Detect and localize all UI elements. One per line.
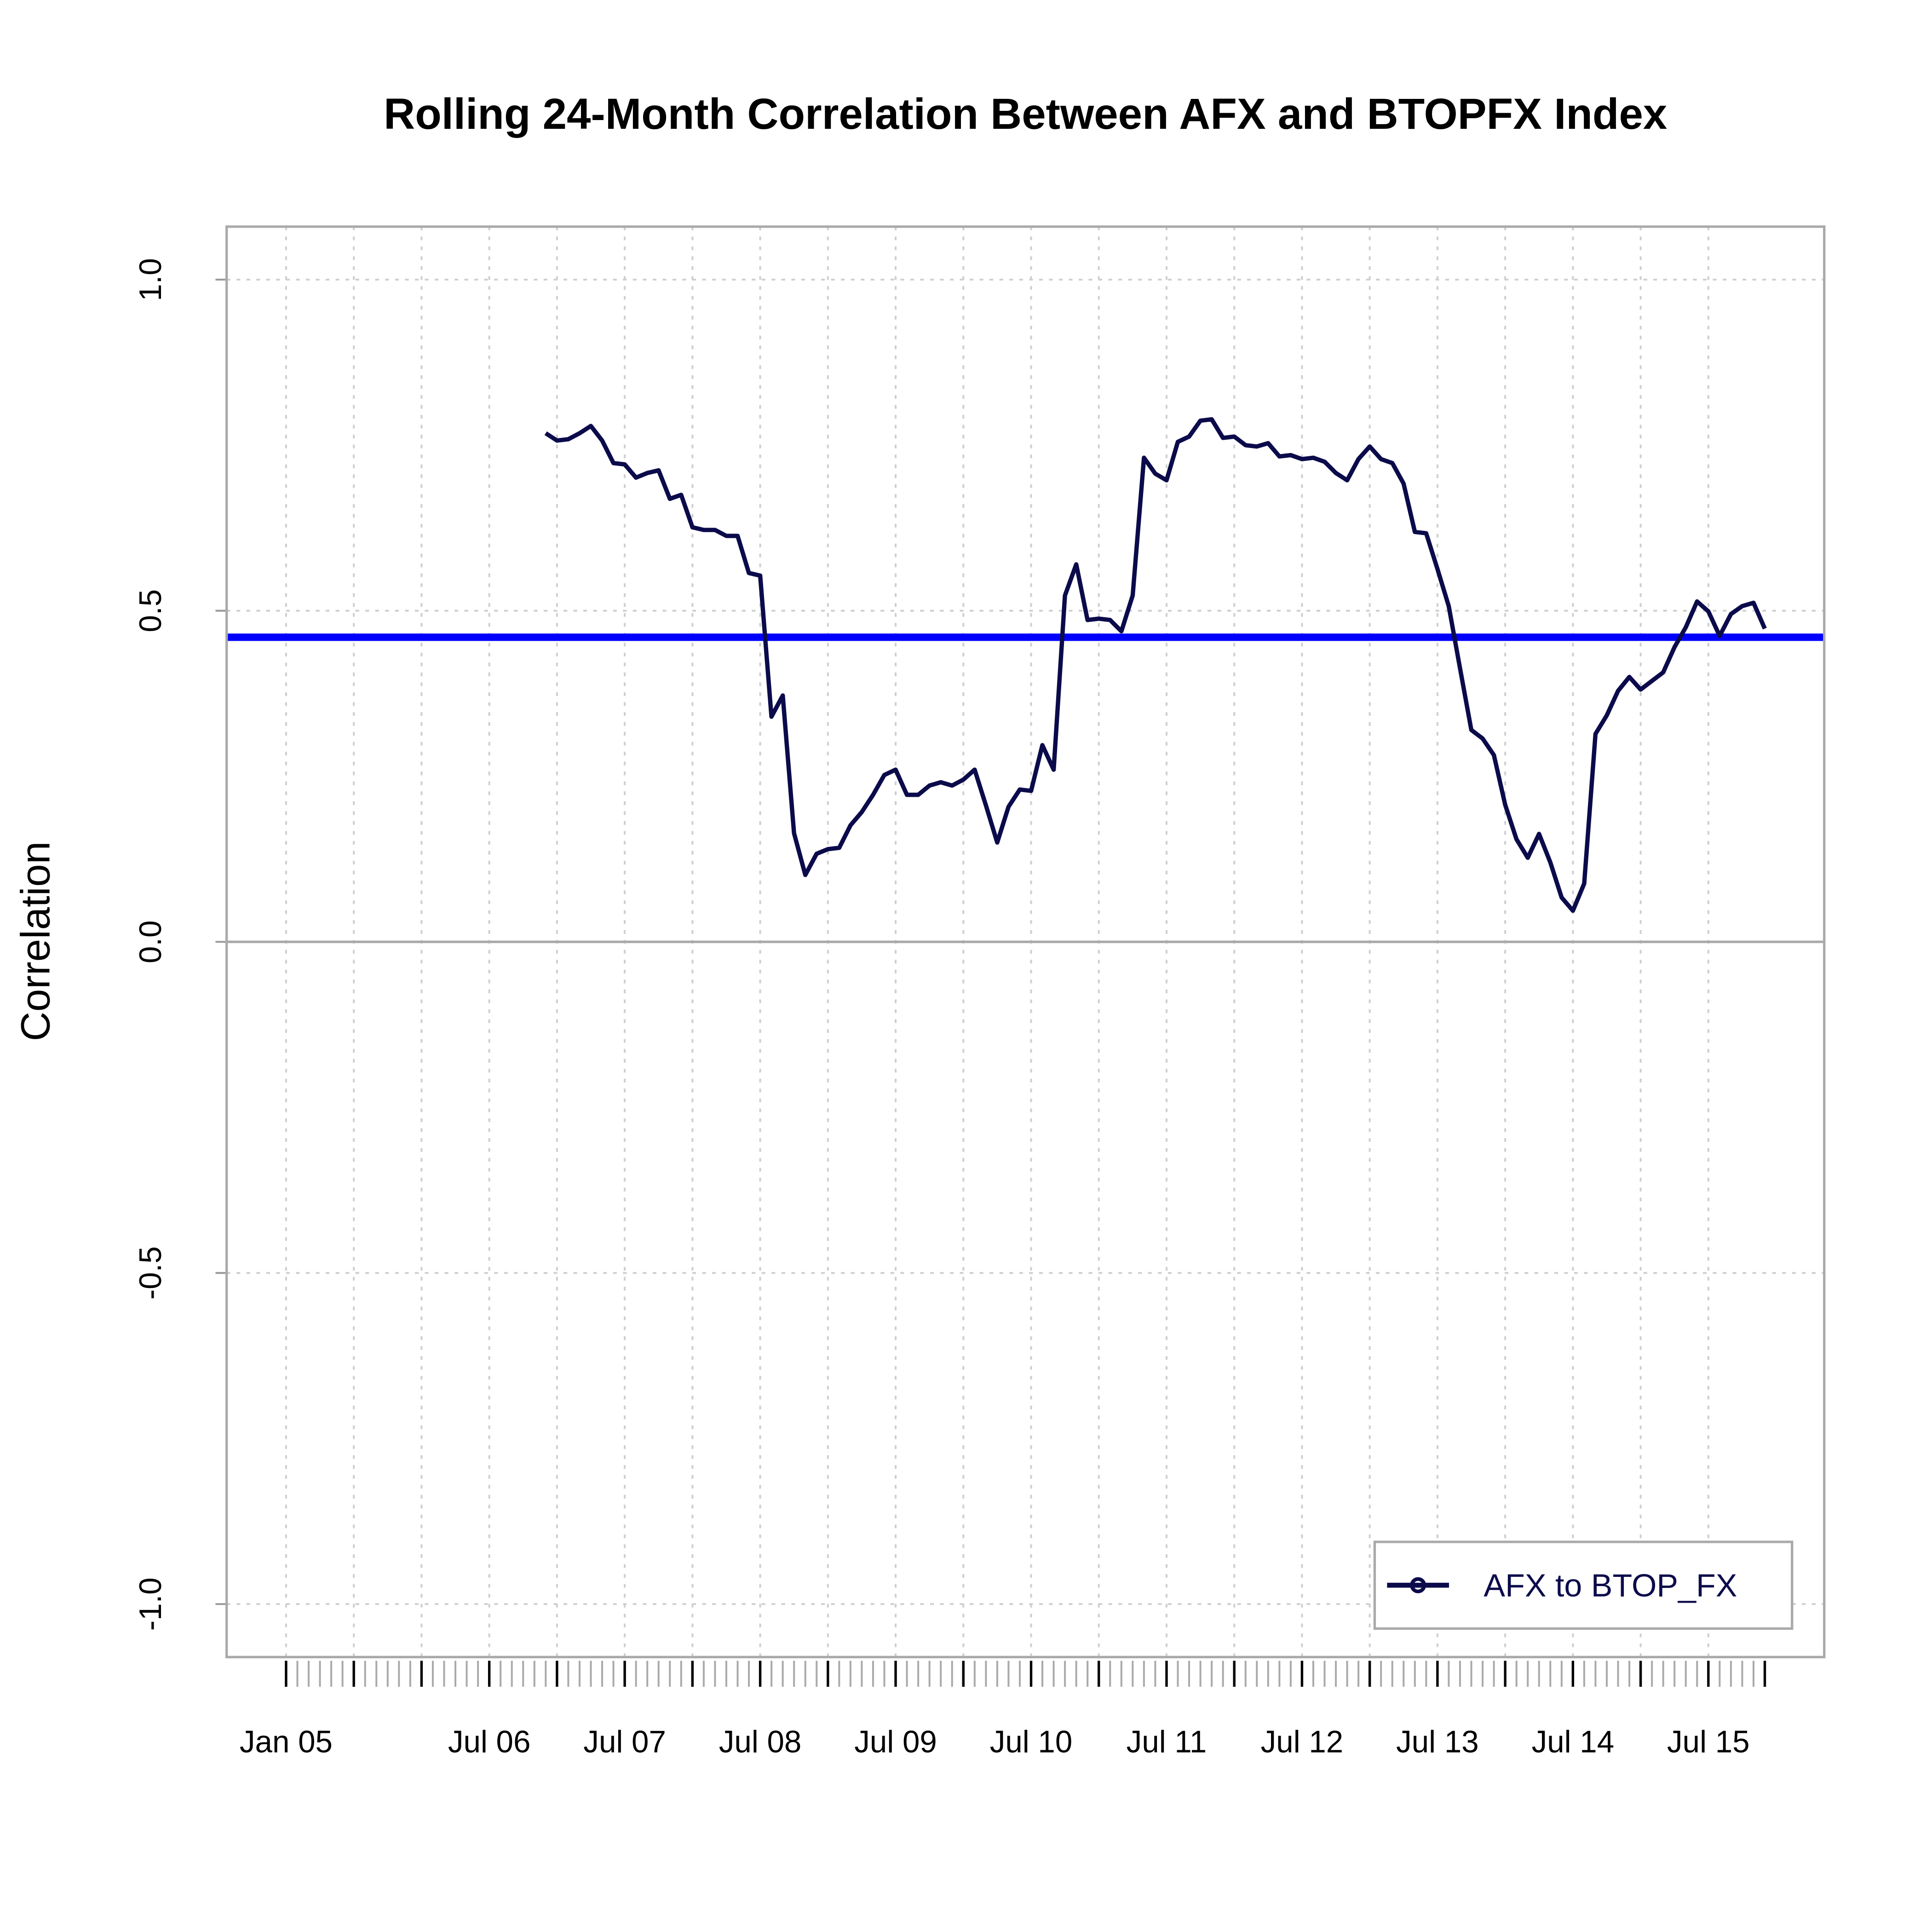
x-tick-label: Jul 13 [1396,1725,1479,1760]
y-tick-label: 1.0 [133,258,168,301]
plot-frame [225,225,1826,1658]
chart-title: Rolling 24-Month Correlation Between AFX… [384,90,1667,138]
x-tick-label: Jul 12 [1261,1725,1344,1760]
legend-label: AFX to BTOP_FX [1484,1567,1737,1603]
y-axis-label: Correlation [13,841,58,1041]
x-tick-label: Jul 10 [990,1725,1073,1760]
x-tick-label: Jan 05 [240,1725,333,1760]
y-tick-label: 0.0 [133,920,168,964]
x-tick-label: Jul 11 [1127,1725,1207,1760]
y-tick-label: -0.5 [133,1246,168,1300]
x-tick-label: Jul 08 [719,1725,802,1760]
y-tick-label: -1.0 [133,1577,168,1631]
y-tick-label: 0.5 [133,589,168,632]
x-tick-label: Jul 06 [448,1725,531,1760]
x-tick-label: Jul 15 [1667,1725,1750,1760]
x-tick-label: Jul 14 [1532,1725,1615,1760]
legend-marker [1410,1577,1426,1593]
series-line [544,417,1767,913]
x-tick-label: Jul 07 [583,1725,666,1760]
x-tick-label: Jul 09 [854,1725,937,1760]
